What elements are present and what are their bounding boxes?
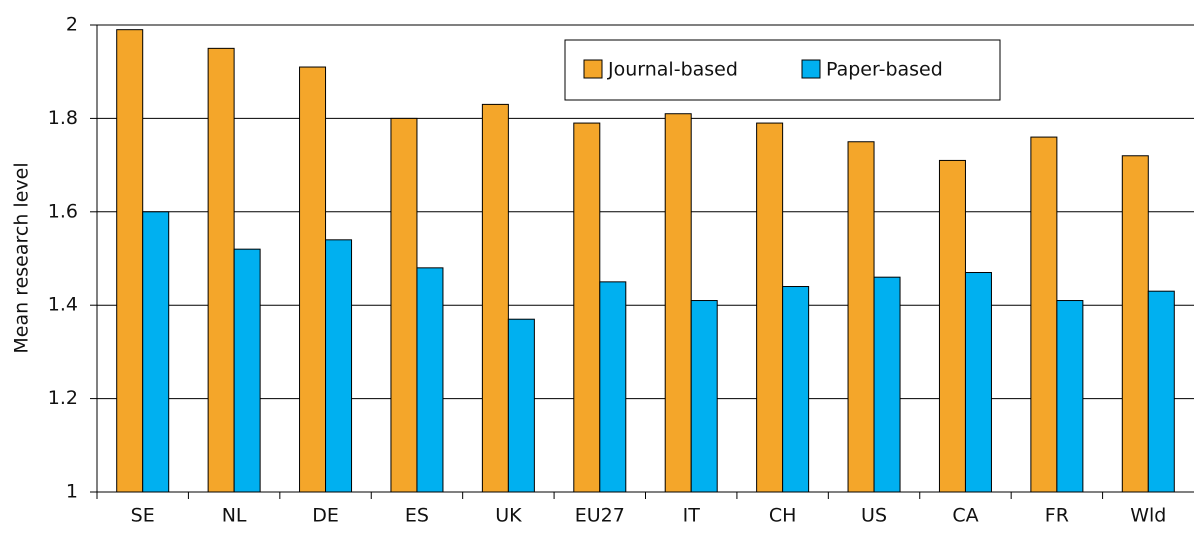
- bar: [573, 122, 601, 493]
- x-tick-label: SE: [131, 505, 155, 527]
- x-tick-label: EU27: [575, 505, 625, 527]
- bar: [690, 300, 718, 493]
- x-tick-label: CA: [952, 505, 978, 527]
- bar: [847, 141, 875, 493]
- x-tick-label: Wld: [1130, 505, 1166, 527]
- x-tick-label: IT: [683, 505, 701, 527]
- bar: [664, 113, 692, 493]
- x-tick-label: DE: [312, 505, 339, 527]
- bar: [299, 66, 327, 493]
- bar: [1056, 300, 1084, 493]
- x-tick-label: ES: [405, 505, 429, 527]
- x-tick-label: US: [861, 505, 887, 527]
- x-tick-label: FR: [1045, 505, 1069, 527]
- bar: [964, 272, 992, 493]
- y-tick-label: 1.4: [48, 294, 78, 316]
- x-tick-label: CH: [769, 505, 797, 527]
- bar: [756, 122, 784, 493]
- bar: [390, 117, 418, 493]
- legend-swatch: [583, 59, 603, 79]
- legend-box: [564, 39, 1001, 101]
- bar: [416, 267, 444, 493]
- bar: [116, 29, 144, 493]
- bar: [507, 318, 535, 493]
- bar: [325, 239, 353, 493]
- bar: [599, 281, 627, 493]
- y-tick-label: 1.6: [48, 200, 78, 222]
- y-tick-label: 2: [66, 14, 78, 36]
- bar: [873, 276, 901, 493]
- bar: [1147, 290, 1175, 493]
- bar: [938, 159, 966, 493]
- y-tick-label: 1: [66, 481, 78, 503]
- bar: [233, 248, 261, 493]
- y-tick-label: 1.8: [48, 107, 78, 129]
- bar: [481, 103, 509, 493]
- bar: [207, 47, 235, 493]
- bar: [1030, 136, 1058, 493]
- y-axis-label: Mean research level: [11, 162, 33, 353]
- legend-label: Paper-based: [826, 59, 943, 81]
- y-tick-label: 1.2: [48, 387, 78, 409]
- bar: [782, 286, 810, 493]
- bar: [1121, 155, 1149, 493]
- bar: [142, 211, 170, 493]
- legend-label: Journal-based: [607, 59, 738, 81]
- legend-swatch: [801, 59, 821, 79]
- x-tick-label: UK: [495, 505, 522, 527]
- x-tick-label: NL: [222, 505, 247, 527]
